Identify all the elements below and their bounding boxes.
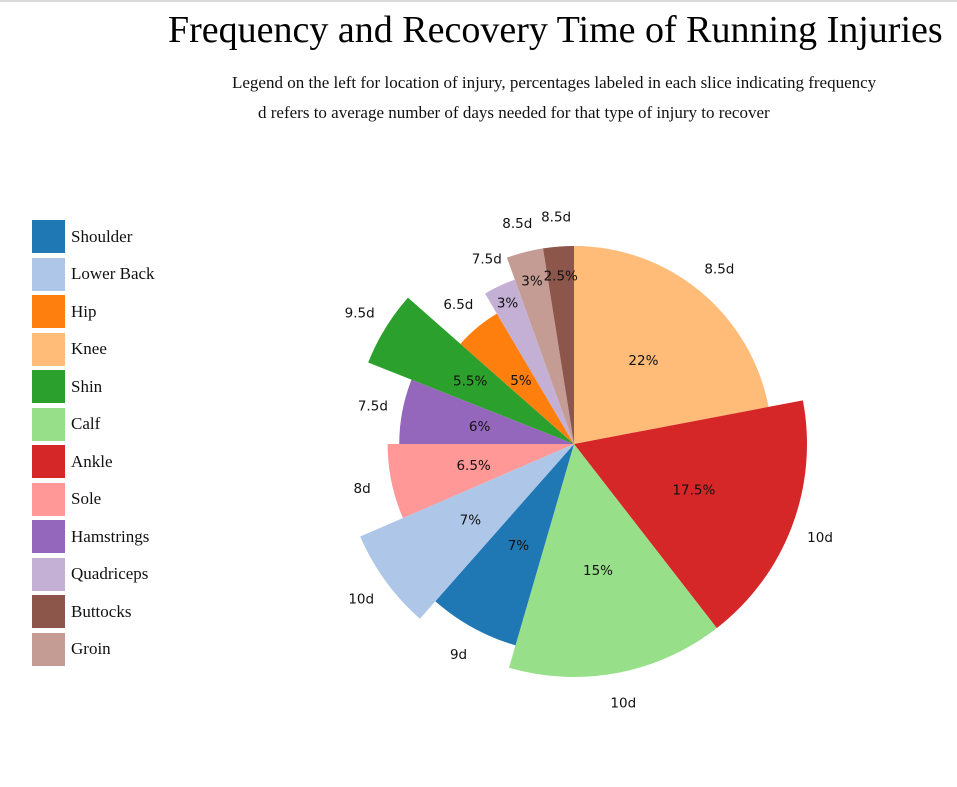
legend-swatch	[32, 332, 65, 366]
legend-swatch	[32, 632, 65, 666]
slice-days-label: 10d	[610, 695, 636, 711]
legend-label: Hip	[71, 301, 97, 321]
legend-label: Sole	[71, 489, 102, 509]
legend-swatch	[32, 520, 65, 554]
pie-slice-shin	[368, 297, 574, 444]
slice-percent-label: 22%	[628, 353, 658, 369]
slice-days-label: 9.5d	[345, 306, 375, 322]
legend-swatch	[32, 557, 65, 591]
legend-item: Knee	[32, 331, 155, 369]
legend-swatch	[32, 295, 65, 329]
legend-label: Quadriceps	[71, 564, 149, 584]
slice-percent-label: 3%	[497, 296, 519, 312]
chart-subtitle-line-2: d refers to average number of days neede…	[258, 103, 770, 122]
legend-label: Ankle	[71, 451, 113, 471]
legend-item: Hamstrings	[32, 518, 155, 556]
legend-label: Hamstrings	[71, 526, 150, 546]
slice-percent-label: 7%	[508, 538, 530, 554]
slice-days-label: 8.5d	[704, 261, 734, 277]
legend-item: Lower Back	[32, 256, 155, 294]
legend-item: Ankle	[32, 443, 155, 481]
slice-percent-label: 6.5%	[456, 458, 490, 474]
legend-swatch	[32, 595, 65, 629]
slice-days-label: 8.5d	[541, 210, 571, 226]
top-border	[0, 0, 957, 2]
legend-item: Shin	[32, 368, 155, 406]
slice-percent-label: 2.5%	[544, 269, 578, 285]
legend-swatch	[32, 257, 65, 291]
slice-percent-label: 5%	[510, 373, 532, 389]
slice-days-label: 10d	[348, 592, 374, 608]
slice-days-label: 8.5d	[502, 216, 532, 232]
legend-swatch	[32, 482, 65, 516]
pie-slice-sole	[387, 444, 574, 519]
pie-slice-knee	[574, 245, 769, 444]
slice-percent-label: 15%	[583, 563, 613, 579]
legend-item: Hip	[32, 293, 155, 331]
slice-percent-label: 7%	[460, 512, 482, 528]
legend: Shoulder Lower Back Hip Knee Shin Calf Ankle So…	[32, 218, 155, 668]
pie-slice-ankle	[574, 400, 807, 629]
legend-label: Shin	[71, 376, 103, 396]
slice-percent-label: 3%	[521, 273, 543, 289]
slice-percent-label: 6%	[469, 419, 491, 435]
pie-slice-hip	[460, 313, 574, 444]
legend-label: Lower Back	[71, 264, 155, 284]
legend-item: Buttocks	[32, 593, 155, 631]
legend-label: Calf	[71, 414, 101, 434]
chart-subtitle-line-1: Legend on the left for location of injur…	[232, 73, 877, 92]
legend-swatch	[32, 220, 65, 254]
pie-slice-groin	[506, 248, 574, 444]
slice-days-label: 9d	[450, 647, 467, 663]
slice-days-label: 7.5d	[472, 252, 502, 268]
slice-days-label: 7.5d	[358, 399, 388, 415]
pie-slice-hamstrings	[399, 379, 574, 444]
chart-title: Frequency and Recovery Time of Running I…	[168, 9, 943, 51]
legend-item: Calf	[32, 406, 155, 444]
legend-label: Groin	[71, 639, 111, 659]
legend-label: Knee	[71, 339, 107, 359]
legend-item: Quadriceps	[32, 556, 155, 594]
legend-swatch	[32, 407, 65, 441]
legend-item: Shoulder	[32, 218, 155, 256]
legend-item: Groin	[32, 631, 155, 669]
pie-slice-lower-back	[360, 444, 574, 619]
slice-days-label: 10d	[807, 530, 833, 546]
legend-item: Sole	[32, 481, 155, 519]
slice-percent-label: 17.5%	[672, 482, 715, 498]
legend-label: Shoulder	[71, 226, 133, 246]
pie-slice-buttocks	[543, 245, 574, 444]
legend-label: Buttocks	[71, 601, 132, 621]
slice-days-label: 6.5d	[443, 297, 473, 313]
pie-slice-quadriceps	[485, 279, 574, 444]
pie-slice-shoulder	[435, 444, 574, 646]
legend-swatch	[32, 370, 65, 404]
slice-days-label: 8d	[354, 481, 371, 497]
legend-swatch	[32, 445, 65, 479]
slice-percent-label: 5.5%	[453, 373, 487, 389]
pie-slice-calf	[508, 444, 717, 677]
